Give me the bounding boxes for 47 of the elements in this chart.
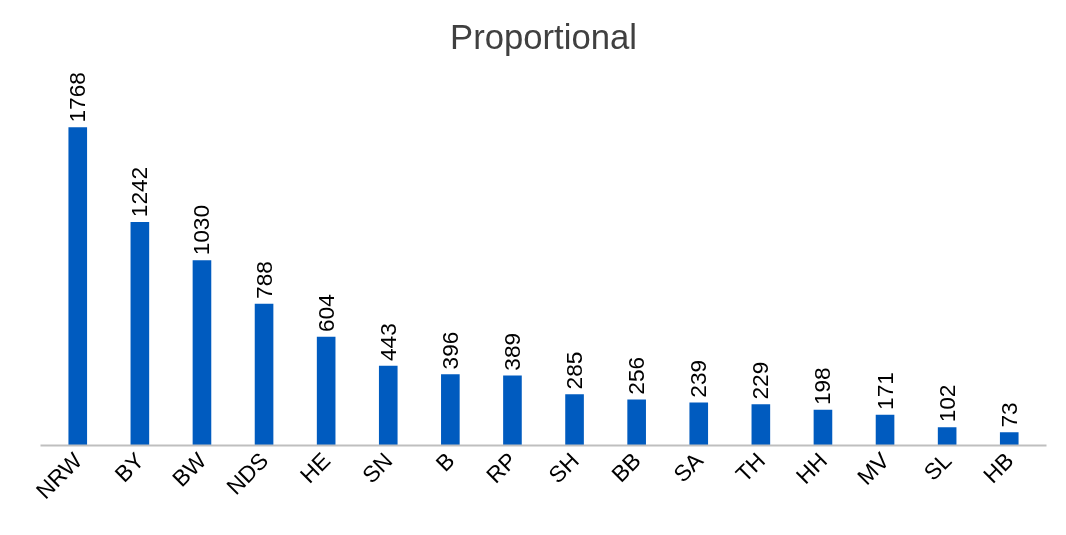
x-tick-label: SA xyxy=(668,446,709,488)
bar xyxy=(813,409,833,446)
data-label: 443 xyxy=(374,323,401,361)
bar xyxy=(999,432,1019,446)
bar xyxy=(441,374,460,446)
bar xyxy=(378,365,398,446)
data-label: 171 xyxy=(871,372,898,410)
data-label: 102 xyxy=(933,384,960,423)
x-tick-label: SH xyxy=(543,447,584,488)
x-tick-label: HE xyxy=(294,447,336,488)
data-label: 396 xyxy=(436,331,463,370)
bar xyxy=(254,303,274,446)
bar xyxy=(751,404,771,446)
data-label: 604 xyxy=(312,294,339,333)
bar xyxy=(689,402,709,446)
x-tick-label: HH xyxy=(790,447,833,489)
bar xyxy=(875,414,895,446)
data-label: 389 xyxy=(498,332,525,371)
x-tick-label: HB xyxy=(977,447,1019,488)
data-label: 285 xyxy=(561,351,588,390)
bar xyxy=(192,260,212,446)
data-label: 229 xyxy=(747,361,774,400)
bar xyxy=(130,221,150,446)
x-tick-label: RP xyxy=(481,447,522,488)
bar xyxy=(937,427,957,446)
x-tick-label: BB xyxy=(606,447,646,488)
bar xyxy=(627,399,646,446)
x-tick-label: MV xyxy=(851,446,895,490)
data-label: 788 xyxy=(250,261,277,299)
x-tick-label: SN xyxy=(356,447,398,488)
x-tick-label: BY xyxy=(109,447,150,488)
bar xyxy=(68,127,88,446)
bar xyxy=(316,336,336,446)
data-label: 256 xyxy=(623,356,650,395)
bar xyxy=(565,394,584,446)
x-tick-label: TH xyxy=(730,447,771,488)
data-label: 239 xyxy=(685,359,712,398)
x-tick-label: B xyxy=(430,447,460,477)
data-label: 1768 xyxy=(64,72,91,123)
data-label: 1030 xyxy=(188,204,215,256)
data-label: 1242 xyxy=(126,166,153,218)
data-label: 73 xyxy=(995,402,1022,428)
data-label: 198 xyxy=(809,367,836,406)
chart-title: Proportional xyxy=(450,17,637,56)
x-tick-label: BW xyxy=(166,446,212,492)
x-tick-label: SL xyxy=(918,447,957,486)
bar xyxy=(503,375,522,446)
